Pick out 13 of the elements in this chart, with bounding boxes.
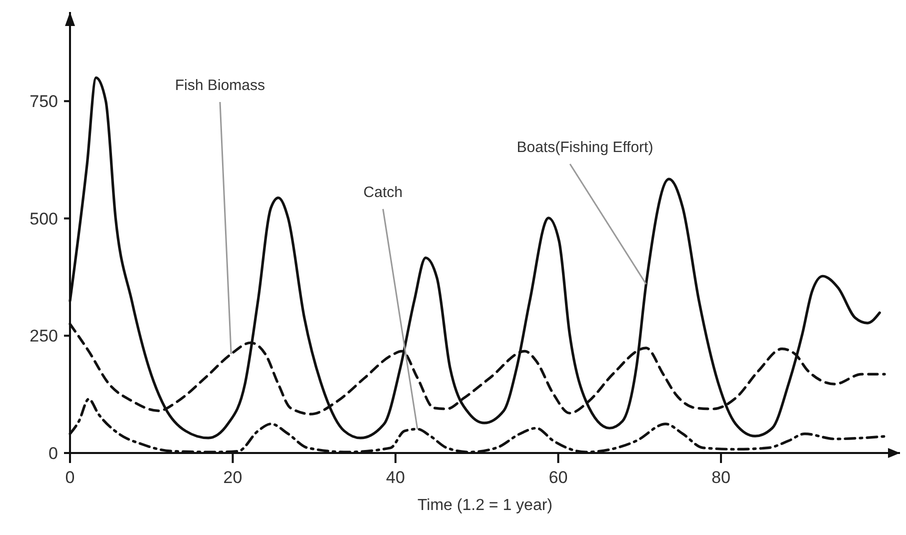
y-tick-label: 250 [30, 326, 58, 346]
x-tick-label: 80 [712, 468, 730, 487]
text: Catch [363, 184, 403, 201]
text: Fish Biomass [174, 77, 266, 94]
y-tick-label: 500 [30, 209, 58, 228]
y-tick-label: 0 [48, 444, 58, 463]
x-tick-label: 60 [548, 468, 568, 487]
x-axis-title: Time (1.2 = 1 year) [417, 497, 553, 514]
series-label: Boats(Fishing Effort) [516, 139, 654, 156]
x-tick-label: 40 [386, 468, 405, 487]
y-tick-label: 750 [30, 92, 58, 112]
x-tick-label: 0 [65, 468, 75, 487]
x-tick-label: 20 [223, 468, 242, 487]
